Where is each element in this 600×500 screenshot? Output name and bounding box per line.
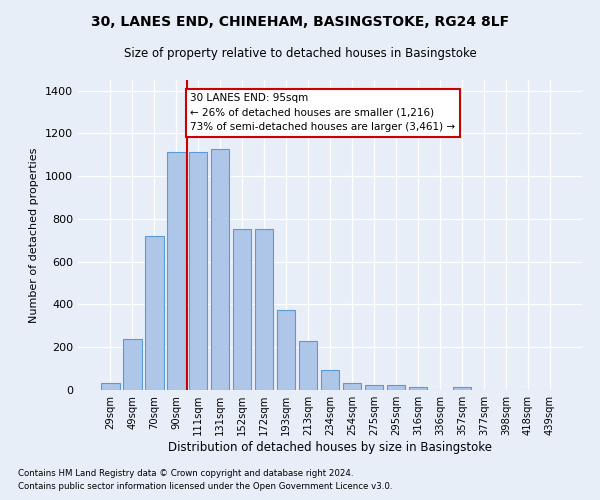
Bar — [343, 382, 361, 390]
Bar — [233, 228, 251, 390]
Bar — [409, 388, 427, 390]
Bar — [101, 382, 119, 390]
Bar — [167, 152, 185, 390]
Bar — [189, 152, 208, 390]
Bar — [320, 370, 340, 390]
Y-axis label: Number of detached properties: Number of detached properties — [29, 148, 40, 322]
Bar — [386, 386, 405, 390]
Text: 30 LANES END: 95sqm
← 26% of detached houses are smaller (1,216)
73% of semi-det: 30 LANES END: 95sqm ← 26% of detached ho… — [190, 93, 455, 132]
Text: 30, LANES END, CHINEHAM, BASINGSTOKE, RG24 8LF: 30, LANES END, CHINEHAM, BASINGSTOKE, RG… — [91, 15, 509, 29]
Text: Size of property relative to detached houses in Basingstoke: Size of property relative to detached ho… — [124, 48, 476, 60]
Bar — [255, 228, 274, 390]
Bar — [299, 342, 317, 390]
Bar — [123, 338, 142, 390]
Bar — [365, 384, 383, 390]
X-axis label: Distribution of detached houses by size in Basingstoke: Distribution of detached houses by size … — [168, 441, 492, 454]
Bar — [211, 150, 229, 390]
Bar — [277, 310, 295, 390]
Bar — [452, 388, 471, 390]
Text: Contains HM Land Registry data © Crown copyright and database right 2024.: Contains HM Land Registry data © Crown c… — [18, 468, 353, 477]
Bar — [145, 236, 164, 390]
Text: Contains public sector information licensed under the Open Government Licence v3: Contains public sector information licen… — [18, 482, 392, 491]
